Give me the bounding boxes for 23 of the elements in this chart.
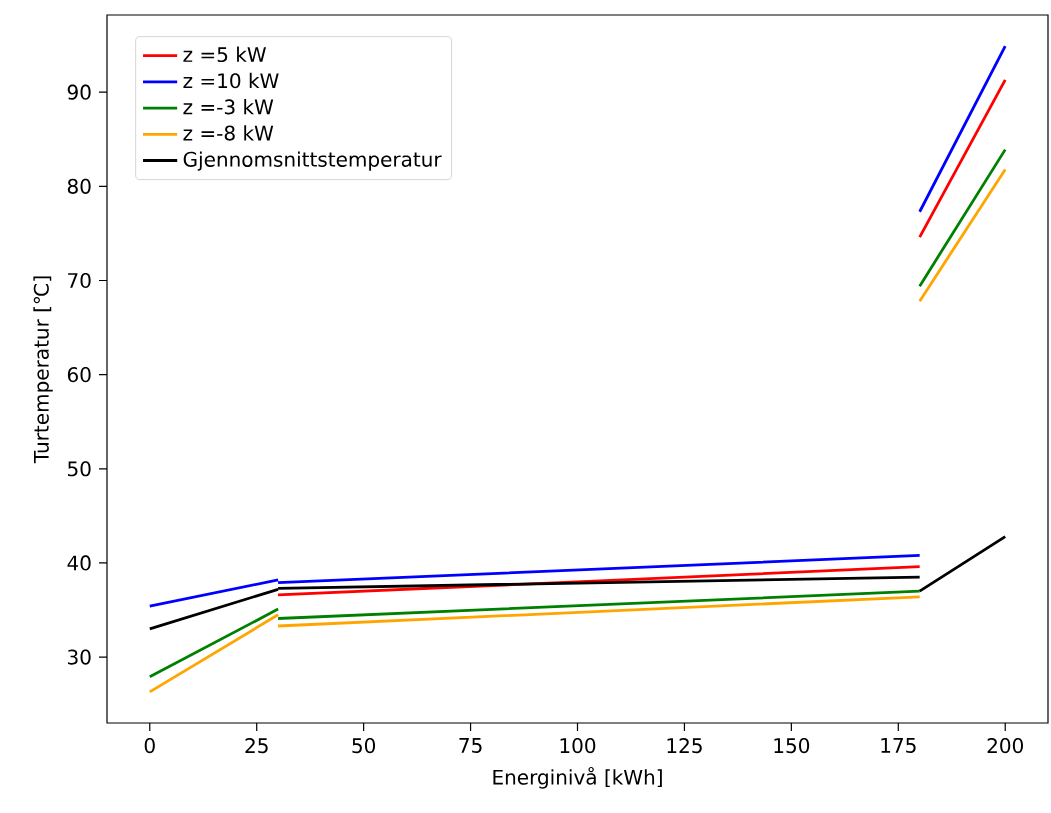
- x-axis-title: Energinivå [kWh]: [493, 766, 662, 789]
- x-tick-label: 25: [245, 738, 268, 754]
- y-axis-title: Turtemperatur [℃]: [33, 276, 53, 464]
- y-tick-label: 40: [67, 555, 91, 571]
- legend-label: z =10 kW: [183, 72, 279, 89]
- y-tick-label: 30: [68, 649, 91, 665]
- y-tick-label: 50: [68, 461, 91, 477]
- legend-label: Gjennomsnittstemperatur: [183, 151, 442, 171]
- x-tick-label: 100: [560, 738, 596, 754]
- y-tick-label: 70: [68, 272, 91, 289]
- x-tick-label: 125: [667, 738, 702, 754]
- x-tick-label: 0: [144, 738, 155, 754]
- y-tick-label: 60: [67, 367, 91, 383]
- x-tick-label: 200: [987, 738, 1023, 754]
- x-tick-label: 150: [774, 738, 810, 754]
- legend-label: z =5 kW: [183, 46, 266, 63]
- x-tick-label: 175: [881, 738, 916, 753]
- y-tick-label: 90: [67, 84, 91, 100]
- x-tick-label: 75: [459, 738, 482, 753]
- y-tick-label: 80: [67, 178, 91, 194]
- legend-label: z =-3 kW: [183, 99, 274, 115]
- x-tick-label: 50: [352, 738, 376, 754]
- legend-label: z =-8 kW: [183, 125, 274, 141]
